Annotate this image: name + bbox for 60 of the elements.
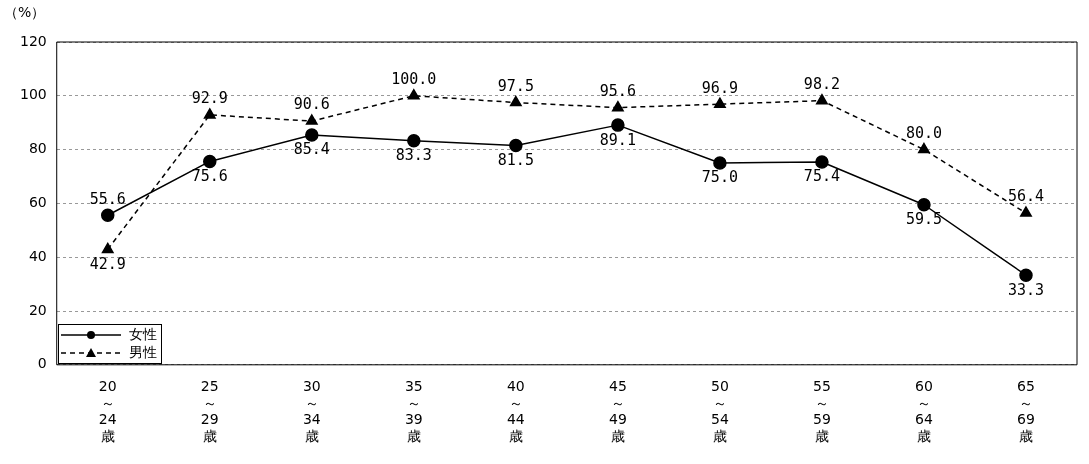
data-label: 75.6 xyxy=(191,166,228,185)
y-tick-label: 100 xyxy=(19,86,47,103)
x-tick-label: 35 ～ 39 歳 xyxy=(404,377,423,445)
point xyxy=(305,114,318,125)
x-tick-label: 20 ～ 24 歳 xyxy=(98,377,117,445)
point xyxy=(611,118,625,132)
data-label: 80.0 xyxy=(905,123,943,142)
data-label: 95.6 xyxy=(599,82,636,101)
data-label: 42.9 xyxy=(89,254,126,273)
data-label: 56.4 xyxy=(1007,187,1045,206)
data-label: 33.3 xyxy=(1007,280,1045,299)
y-tick-label: 60 xyxy=(28,194,47,211)
data-label: 75.0 xyxy=(701,168,738,187)
legend-label: 女性 xyxy=(128,325,157,344)
point xyxy=(815,93,828,105)
data-label: 59.5 xyxy=(905,210,943,229)
x-tick-label: 50 ～ 54 歳 xyxy=(710,377,729,445)
data-label: 97.5 xyxy=(497,76,534,95)
data-label: 89.1 xyxy=(599,130,636,149)
y-tick-label: 40 xyxy=(28,247,47,264)
y-axis-title: （%） xyxy=(4,4,46,22)
point xyxy=(713,156,727,170)
point xyxy=(203,108,216,119)
point xyxy=(509,95,522,107)
data-label: 75.4 xyxy=(803,167,840,186)
point xyxy=(100,208,115,222)
x-tick-label: 60 ～ 64 歳 xyxy=(915,377,933,445)
y-tick-label: 0 xyxy=(37,355,47,372)
x-tick-label: 40 ～ 44 歳 xyxy=(506,377,525,445)
data-label: 85.4 xyxy=(293,140,330,159)
data-label: 55.6 xyxy=(89,189,126,208)
y-tick-label: 80 xyxy=(28,140,47,157)
point xyxy=(917,198,931,212)
legend-label: 男性 xyxy=(128,343,157,362)
point xyxy=(407,89,420,100)
point xyxy=(815,155,829,169)
x-tick-label: 45 ～ 49 歳 xyxy=(608,377,627,445)
point xyxy=(101,242,114,254)
x-tick-label: 25 ～ 29 歳 xyxy=(200,377,219,445)
data-label: 96.9 xyxy=(701,78,738,97)
data-label: 81.5 xyxy=(497,150,534,169)
point xyxy=(1020,206,1032,217)
point xyxy=(305,128,319,142)
point xyxy=(509,138,523,153)
x-tick-label: 30 ～ 34 歳 xyxy=(302,377,321,445)
data-label: 92.9 xyxy=(191,89,228,108)
point xyxy=(1019,268,1033,282)
point xyxy=(918,142,930,154)
data-label: 100.0 xyxy=(391,70,437,89)
data-label: 83.3 xyxy=(395,146,432,165)
x-tick-label: 55 ～ 59 歳 xyxy=(813,377,831,445)
y-tick-label: 20 xyxy=(28,301,47,318)
point xyxy=(611,100,624,112)
x-tick-label: 65 ～ 69 歳 xyxy=(1017,377,1035,445)
y-tick-label: 120 xyxy=(19,32,47,49)
point xyxy=(713,97,726,108)
point xyxy=(407,133,421,148)
data-label: 98.2 xyxy=(803,75,840,94)
data-label: 90.6 xyxy=(293,95,330,114)
point xyxy=(203,154,217,169)
